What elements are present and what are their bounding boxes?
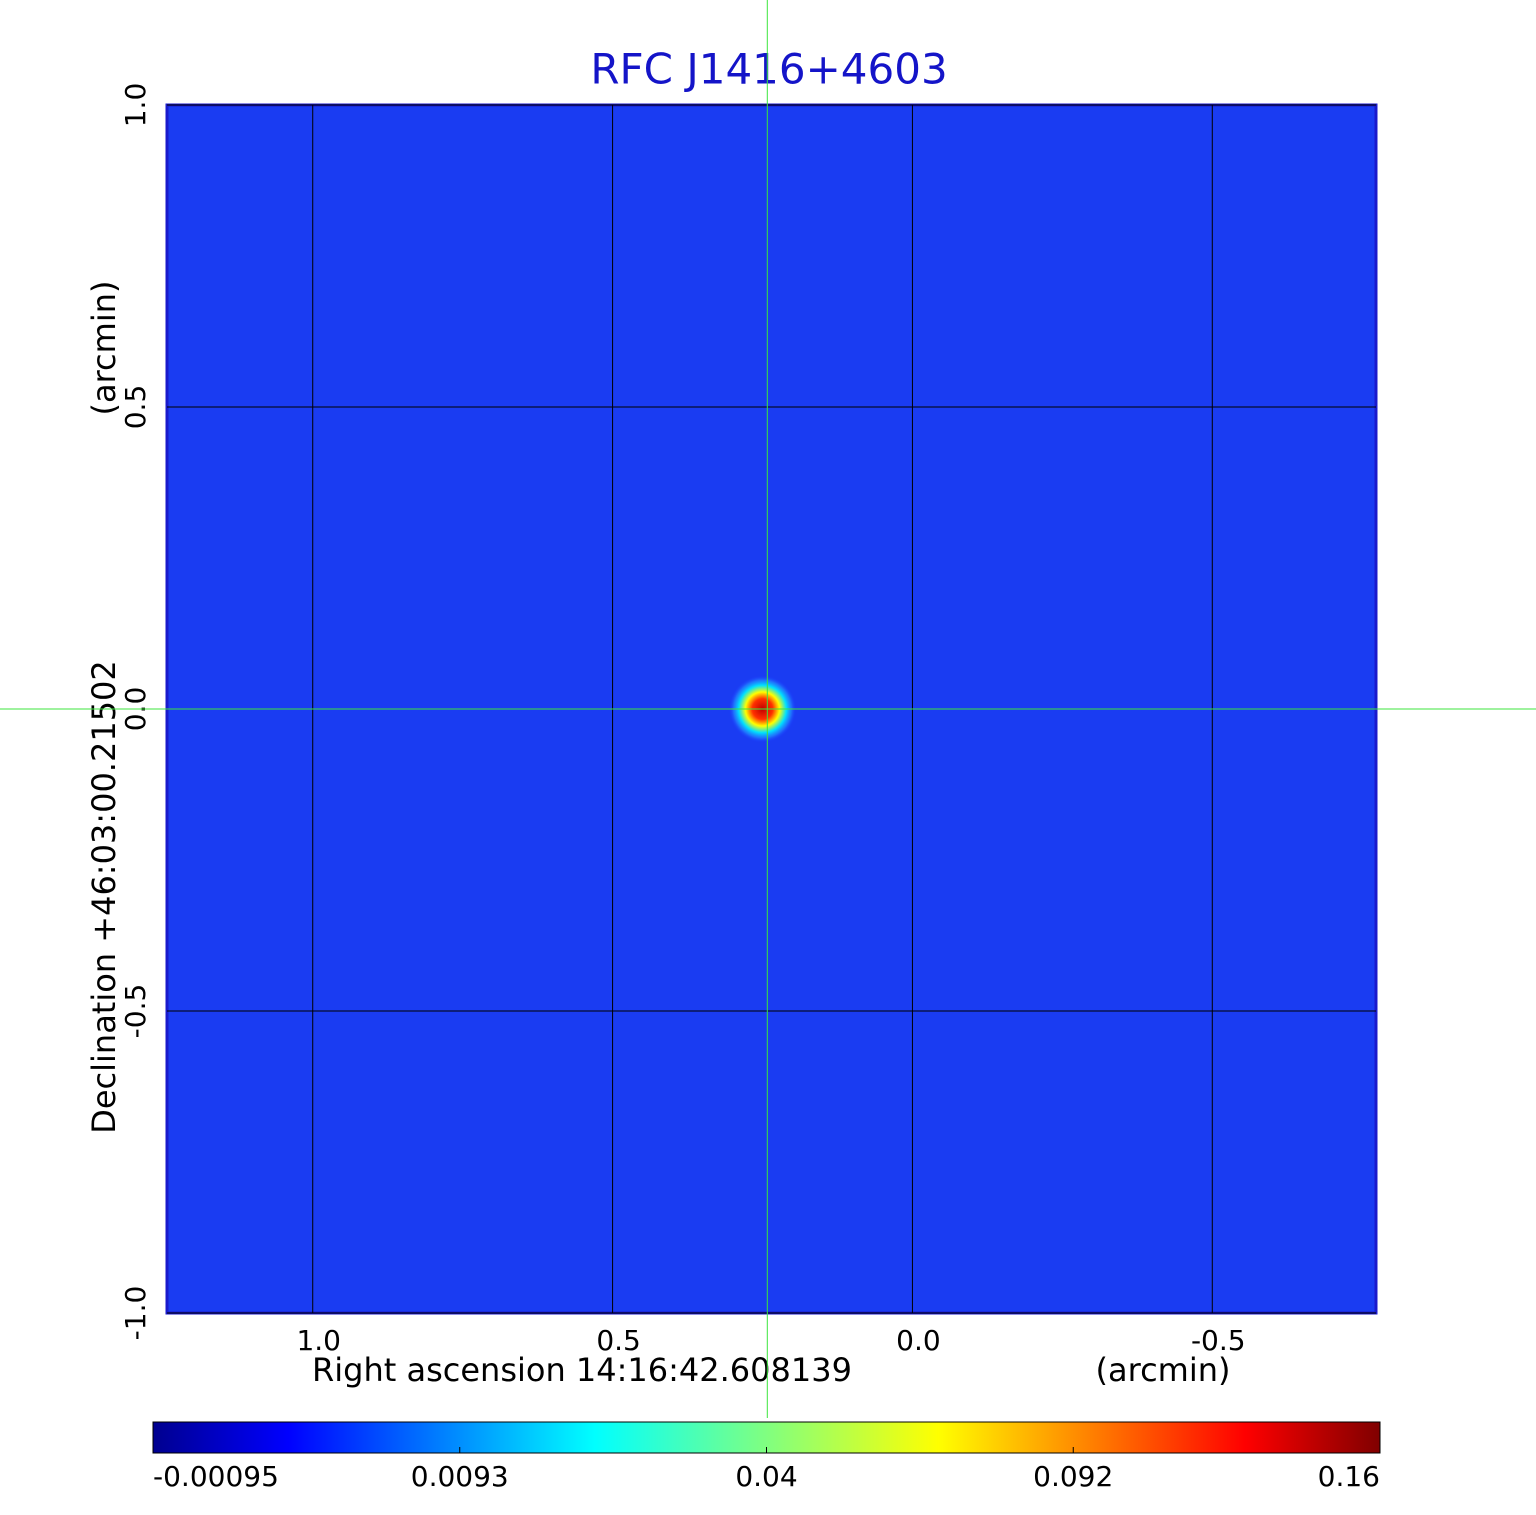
y-tick-label: -1.0 (119, 1286, 152, 1341)
y-axis-unit: (arcmin) (85, 281, 123, 416)
y-axis-label: Declination +46:03:00.21502 (85, 660, 123, 1134)
colorbar-tick-label: 0.0093 (411, 1460, 509, 1493)
x-axis-label: Right ascension 14:16:42.608139 (312, 1351, 852, 1389)
y-tick-label: 1.0 (119, 83, 152, 128)
x-tick-label: 0.0 (896, 1324, 941, 1357)
y-tick-label: -0.5 (119, 984, 152, 1039)
x-axis-unit: (arcmin) (1096, 1351, 1231, 1389)
x-tick-label: 1.0 (296, 1324, 341, 1357)
colorbar-tick-label: 0.16 (1318, 1460, 1380, 1493)
chart-title: RFC J1416+4603 (590, 45, 947, 94)
y-tick-label: 0.5 (119, 385, 152, 430)
colorbar-tick-label: 0.092 (1033, 1460, 1113, 1493)
x-tick-label: 0.5 (596, 1324, 641, 1357)
colorbar-tick-label: 0.04 (735, 1460, 797, 1493)
colorbar-tick-label: -0.00095 (153, 1460, 279, 1493)
x-tick-label: -0.5 (1191, 1324, 1246, 1357)
